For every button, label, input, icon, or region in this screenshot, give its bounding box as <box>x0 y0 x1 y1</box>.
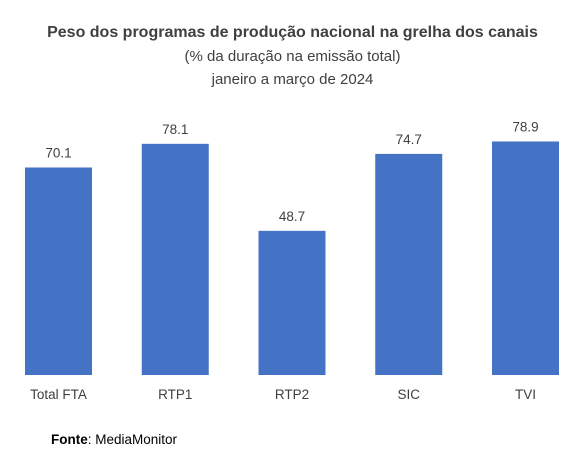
bar <box>25 167 92 375</box>
source-text: MediaMonitor <box>95 432 178 447</box>
chart-subtitle-period: janeiro a março de 2024 <box>211 71 374 88</box>
data-label: 74.7 <box>396 132 422 147</box>
source-label: Fonte <box>51 432 88 447</box>
x-tick-label: Total FTA <box>30 387 87 402</box>
data-label: 70.1 <box>45 146 71 161</box>
bar <box>141 143 209 375</box>
bar <box>492 141 559 375</box>
x-tick-label: SIC <box>397 387 420 402</box>
x-tick-label: RTP1 <box>158 387 192 402</box>
data-label: 78.9 <box>512 119 538 134</box>
chart-title: Peso dos programas de produção nacional … <box>47 24 538 41</box>
data-label: 48.7 <box>279 209 305 224</box>
chart-subtitle-units: (% da duração na emissão total) <box>184 48 401 65</box>
source-note: Fonte: MediaMonitor <box>51 432 178 447</box>
x-tick-label: RTP2 <box>275 387 309 402</box>
data-label: 78.1 <box>162 122 188 137</box>
bar <box>375 153 443 375</box>
x-tick-label: TVI <box>515 387 536 402</box>
bar <box>258 230 326 375</box>
